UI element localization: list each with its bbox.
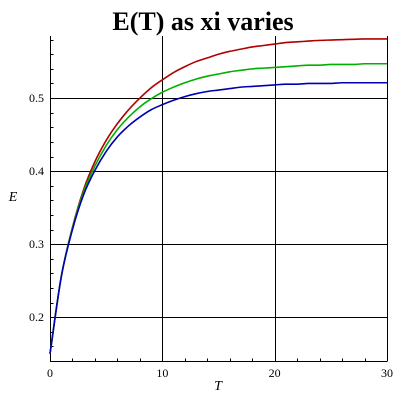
series-line-blue xyxy=(49,81,387,354)
x-tick-label: 20 xyxy=(269,366,281,380)
y-tick-label: 0.2 xyxy=(29,310,44,324)
series-line-green xyxy=(49,62,387,354)
series-line-red xyxy=(49,38,387,354)
y-axis-label: E xyxy=(8,190,18,205)
grid xyxy=(50,36,388,361)
x-tick-label: 0 xyxy=(47,366,53,380)
x-tick-label: 30 xyxy=(381,366,393,380)
y-tick-label: 0.5 xyxy=(29,91,44,105)
axes xyxy=(50,36,388,362)
y-tick-label: 0.3 xyxy=(29,237,44,251)
tick-labels: 0 10 20 30 0.2 0.3 0.4 0.5 xyxy=(29,91,393,380)
x-tick-label: 10 xyxy=(156,366,168,380)
y-tick-label: 0.4 xyxy=(29,164,44,178)
chart-title: E(T) as xi varies xyxy=(112,7,293,36)
plot-area xyxy=(49,38,387,354)
x-axis-label: T xyxy=(214,379,223,394)
